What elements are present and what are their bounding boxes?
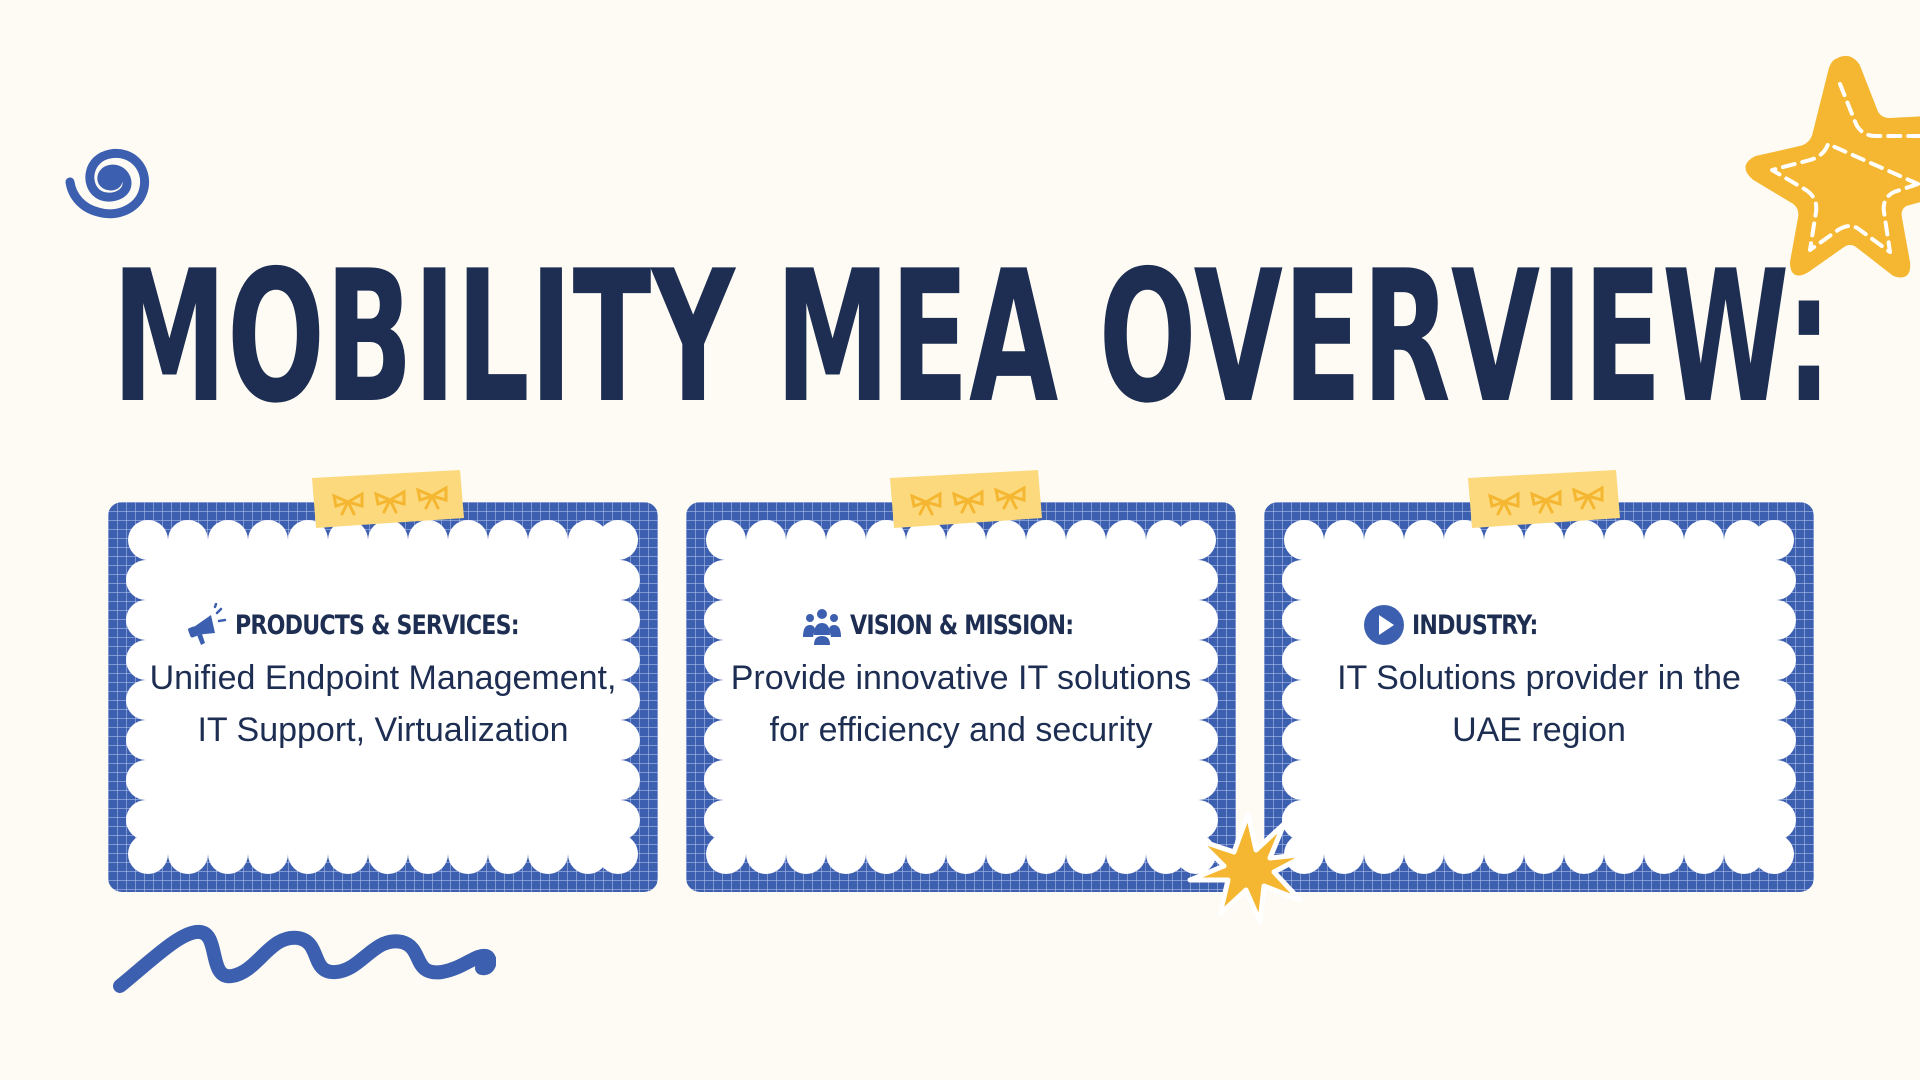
page-title: MOBILITY MEA OVERVIEW: bbox=[92, 240, 1852, 420]
star-icon bbox=[1745, 56, 1920, 278]
card-content: VISION & MISSION: Provide innovative IT … bbox=[726, 602, 1196, 756]
card-content: INDUSTRY: IT Solutions provider in the U… bbox=[1304, 602, 1774, 756]
sparkle-icon bbox=[1187, 811, 1311, 925]
spiral-icon bbox=[65, 148, 150, 219]
play-icon bbox=[1364, 605, 1404, 645]
people-icon bbox=[802, 609, 841, 645]
card-industry: INDUSTRY: IT Solutions provider in the U… bbox=[1264, 470, 1814, 892]
squiggle-icon bbox=[113, 925, 496, 993]
card-vision-mission: VISION & MISSION: Provide innovative IT … bbox=[686, 470, 1236, 892]
card-heading-label: PRODUCTS & SERVICES: bbox=[234, 609, 520, 641]
page-title-text: MOBILITY MEA OVERVIEW: bbox=[112, 240, 1832, 420]
bow-tape bbox=[312, 470, 464, 528]
card-content: PRODUCTS & SERVICES: Unified Endpoint Ma… bbox=[148, 602, 618, 756]
card-frame bbox=[1264, 502, 1814, 892]
card-heading: VISION & MISSION: bbox=[726, 602, 1196, 648]
card-body: Unified Endpoint Management, IT Support,… bbox=[149, 659, 617, 749]
bow-tape bbox=[890, 470, 1042, 528]
card-frame bbox=[108, 502, 658, 892]
card-heading: INDUSTRY: bbox=[1304, 602, 1774, 648]
bow-tape bbox=[1468, 470, 1620, 528]
card-body: IT Solutions provider in the UAE region bbox=[1337, 659, 1741, 749]
card-heading: PRODUCTS & SERVICES: bbox=[148, 602, 618, 648]
card-body: Provide innovative IT solutions for effi… bbox=[730, 659, 1192, 749]
megaphone-icon bbox=[188, 603, 227, 645]
card-heading-label: VISION & MISSION: bbox=[849, 609, 1074, 641]
card-products-services: PRODUCTS & SERVICES: Unified Endpoint Ma… bbox=[108, 470, 658, 892]
card-heading-label: INDUSTRY: bbox=[1412, 609, 1538, 641]
